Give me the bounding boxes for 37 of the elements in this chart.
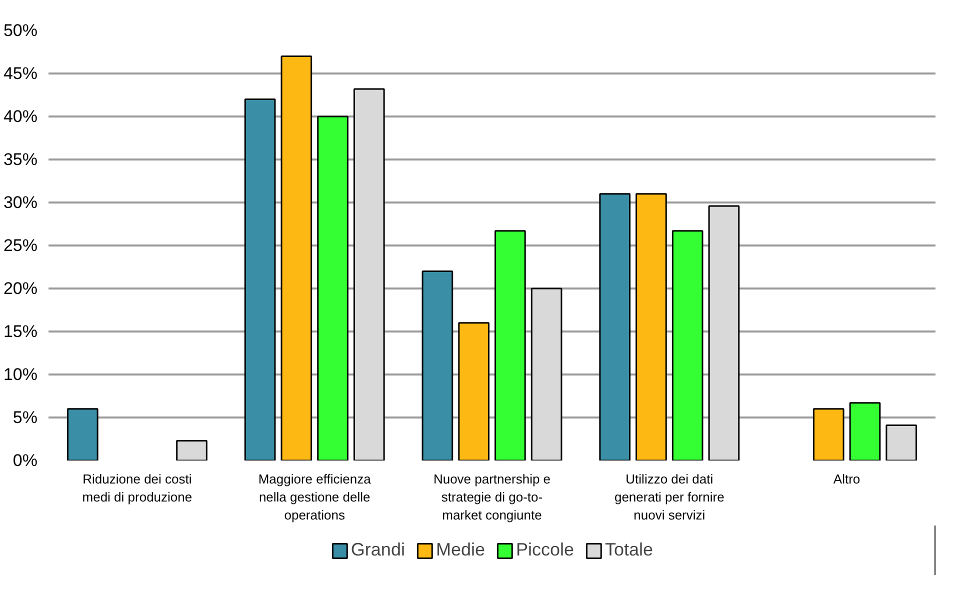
y-tick-label: 25%: [3, 236, 38, 255]
bar: [280, 56, 312, 460]
bar: [636, 193, 667, 460]
x-tick-label: Maggiore efficienza nella gestione delle operations: [258, 472, 372, 522]
y-tick-label: 20%: [3, 279, 38, 298]
y-tick-label: 35%: [3, 150, 38, 169]
bar: [422, 270, 454, 460]
y-tick-label: 30%: [3, 193, 38, 212]
bar: [176, 440, 208, 460]
bar: [849, 402, 881, 460]
y-tick-label: 15%: [3, 322, 38, 341]
x-tick-label: Utilizzo dei dati generati per fornire nuovi servizi: [614, 472, 724, 522]
bar: [812, 408, 844, 460]
bar: [66, 408, 98, 460]
legend-label: Grandi: [350, 540, 405, 560]
bar: [458, 322, 490, 460]
bar: [353, 88, 385, 460]
legend-label: Medie: [436, 540, 485, 560]
y-tick-label: 0%: [12, 451, 38, 470]
legend-label: Piccole: [516, 540, 574, 560]
bar: [494, 230, 526, 460]
y-tick-label: 50%: [3, 21, 38, 40]
x-tick-label: Nuove partnership e strategie di go-to- market congiunte: [433, 472, 551, 522]
y-tick-label: 40%: [3, 107, 38, 126]
x-tick-label: Altro: [833, 472, 860, 486]
x-tick-label: Riduzione dei costi medi di produzione: [82, 472, 192, 504]
y-tick-label: 5%: [12, 408, 38, 427]
bar: [317, 116, 348, 460]
legend-label: Totale: [605, 540, 654, 560]
bar: [886, 424, 918, 460]
bar: [530, 288, 562, 460]
bar: [708, 205, 740, 460]
y-tick-label: 45%: [3, 64, 38, 83]
bar: [599, 193, 631, 460]
y-tick-label: 10%: [3, 365, 38, 384]
bar: [672, 230, 704, 460]
bar: [244, 98, 276, 460]
